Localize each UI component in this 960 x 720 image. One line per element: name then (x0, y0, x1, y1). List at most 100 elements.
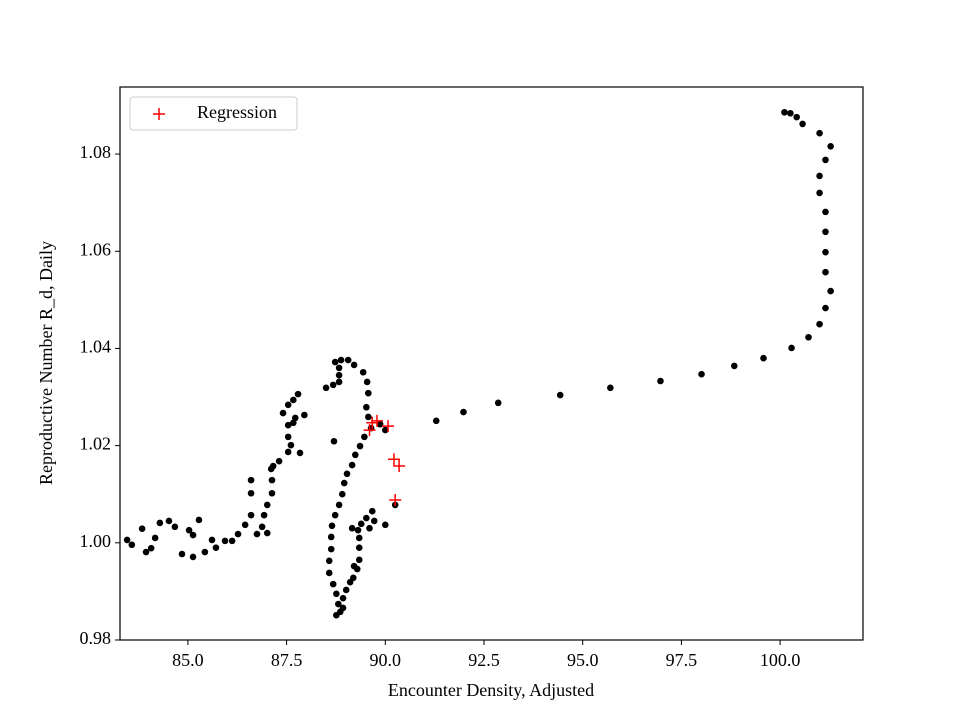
point (363, 424, 376, 437)
point (138, 525, 146, 533)
point (234, 530, 242, 538)
point (348, 524, 356, 532)
point (382, 521, 389, 529)
point (340, 479, 348, 487)
point (816, 320, 823, 328)
point (781, 108, 788, 116)
point (822, 208, 829, 216)
point (189, 553, 197, 561)
point (189, 531, 197, 539)
y-tick-label: 1.06 (80, 239, 112, 259)
point (788, 344, 795, 352)
point (342, 586, 350, 594)
point (331, 511, 339, 519)
point (322, 384, 330, 392)
point (363, 403, 370, 411)
y-axis-label: Reproductive Number R_d, Daily (36, 241, 56, 485)
point (351, 451, 359, 459)
point (247, 511, 255, 519)
point (363, 378, 371, 386)
point (284, 401, 292, 409)
point (171, 523, 179, 531)
point (793, 113, 800, 121)
point (241, 521, 249, 529)
point (730, 362, 738, 370)
point (816, 189, 823, 197)
point (331, 358, 339, 366)
point (284, 448, 292, 456)
point (325, 557, 333, 565)
x-tick-label: 87.5 (271, 650, 303, 670)
point (339, 604, 347, 612)
x-tick-label: 100.0 (760, 650, 801, 670)
point (284, 433, 292, 441)
point (212, 544, 220, 551)
point (368, 507, 376, 515)
point (337, 356, 345, 364)
point (348, 461, 356, 469)
legend-box (129, 96, 298, 131)
point (328, 522, 336, 530)
point (335, 371, 343, 379)
point (142, 548, 150, 556)
point (371, 414, 384, 427)
point (366, 524, 373, 532)
point (355, 544, 363, 551)
point (327, 545, 335, 553)
point (335, 378, 343, 386)
legend-label: Regression (197, 102, 277, 122)
point (258, 523, 266, 531)
point (376, 420, 384, 428)
point (356, 442, 364, 450)
point (361, 433, 368, 441)
point (357, 520, 365, 528)
x-tick-label: 97.5 (666, 650, 698, 670)
point (294, 390, 302, 398)
point (147, 544, 155, 552)
x-axis-label: Encounter Density, Adjusted (388, 680, 594, 700)
y-tick-label: 1.00 (80, 531, 112, 551)
point (339, 594, 347, 602)
point (827, 142, 834, 150)
x-tick-label: 85.0 (172, 650, 204, 670)
point (327, 533, 335, 541)
point (350, 361, 358, 369)
point (382, 420, 395, 433)
point (128, 541, 136, 549)
point (816, 172, 823, 180)
point (698, 370, 705, 378)
point (296, 449, 304, 457)
point (325, 569, 333, 577)
x-tick-label: 95.0 (567, 650, 599, 670)
point (350, 574, 357, 582)
y-tick-label: 1.02 (80, 434, 112, 454)
point (816, 129, 823, 137)
point (822, 228, 829, 236)
point (301, 411, 308, 419)
point (393, 460, 406, 473)
point (827, 287, 834, 295)
point (165, 517, 173, 525)
point (201, 548, 209, 556)
point (355, 534, 363, 542)
point (822, 304, 829, 312)
point (350, 562, 358, 570)
point (208, 536, 216, 544)
point (287, 441, 295, 449)
y-tick-label: 1.08 (80, 142, 112, 162)
point (123, 536, 131, 544)
point (268, 489, 276, 497)
point (333, 590, 340, 598)
point (329, 381, 337, 389)
point (370, 517, 378, 525)
point (432, 417, 440, 425)
point (329, 580, 337, 588)
point (387, 453, 400, 466)
point (494, 399, 502, 407)
point (247, 489, 255, 497)
point (359, 368, 367, 376)
point (607, 384, 614, 392)
y-tick-label: 0.98 (80, 628, 112, 648)
point (275, 457, 283, 465)
